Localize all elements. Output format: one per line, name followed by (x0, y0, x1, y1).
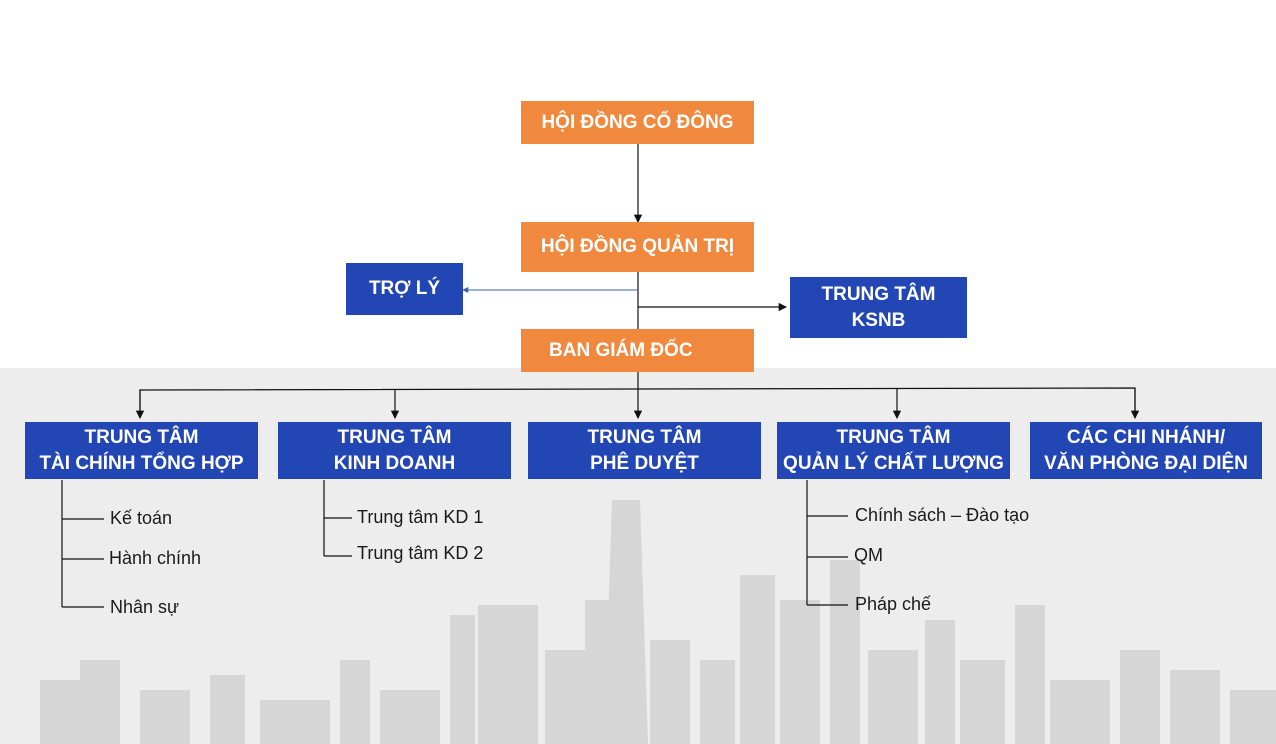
dept-quality-box: TRUNG TÂM QUẢN LÝ CHẤT LƯỢNG (777, 422, 1010, 479)
dept-finance-box: TRUNG TÂM TÀI CHÍNH TỔNG HỢP (25, 422, 258, 479)
shareholders-box: HỘI ĐỒNG CỔ ĐÔNG (521, 101, 754, 144)
sub-policy-training: Chính sách – Đào tạo (855, 505, 1030, 525)
assistant-box: TRỢ LÝ (346, 263, 463, 315)
ksnb-box: TRUNG TÂM KSNB (790, 277, 967, 338)
sub-legal: Pháp chế (855, 594, 932, 614)
sub-kd1: Trung tâm KD 1 (357, 507, 484, 527)
sub-hr: Nhân sự (110, 597, 180, 617)
board-box: HỘI ĐỒNG QUẢN TRỊ (521, 222, 754, 272)
dept-business-box: TRUNG TÂM KINH DOANH (278, 422, 511, 479)
sub-kd2: Trung tâm KD 2 (357, 543, 484, 563)
dept-approval-box: TRUNG TÂM PHÊ DUYỆT (528, 422, 761, 479)
sub-administration: Hành chính (109, 548, 202, 568)
dept-branches-box: CÁC CHI NHÁNH/ VĂN PHÒNG ĐẠI DIỆN (1030, 422, 1262, 479)
sub-qm: QM (854, 545, 883, 565)
management-box: BAN GIÁM ĐỐC (521, 329, 754, 372)
sub-accounting: Kế toán (110, 508, 173, 528)
